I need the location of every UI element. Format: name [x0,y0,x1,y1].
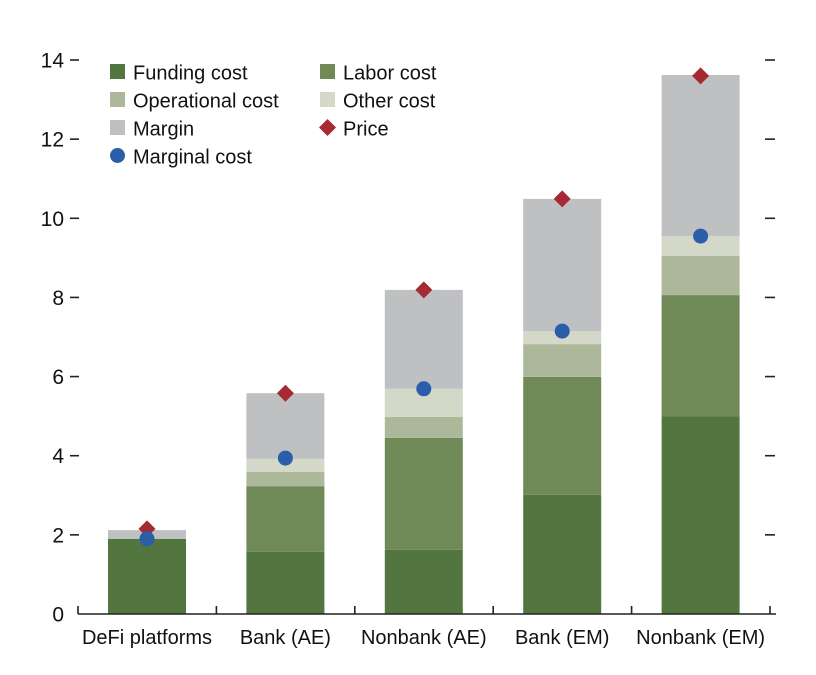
bar-segment-operational-cost [523,344,602,377]
x-tick-label: Nonbank (AE) [361,627,487,649]
markers-layer [138,67,710,547]
x-tick-label: Bank (AE) [240,627,331,649]
legend-label: Other cost [343,91,436,113]
bar-segment-labor-cost [246,486,325,552]
y-tick-label: 10 [41,208,64,231]
y-tick-label: 8 [52,287,64,310]
bar-segment-operational-cost [384,416,463,438]
bar-segment-funding-cost [246,551,325,614]
bar-group-bank-em [523,198,602,614]
x-tick-label: Nonbank (EM) [636,627,765,649]
legend-swatch [320,92,335,107]
bar-segment-funding-cost [523,494,602,614]
legend-swatch [320,64,335,79]
bar-segment-labor-cost [661,295,740,417]
price-point [415,281,433,299]
legend-item-funding-cost: Funding cost [110,63,248,85]
marginal-cost-point [554,323,570,339]
marginal-cost-point [693,228,709,244]
legend-label: Funding cost [133,63,248,85]
y-tick-label: 6 [52,366,64,389]
bar-group-nonbank-ae [384,289,463,614]
y-tick-label: 12 [41,129,64,152]
legend-item-margin: Margin [110,119,194,141]
bar-segment-funding-cost [384,549,463,614]
y-tick-label: 2 [52,524,64,547]
bar-segment-margin [384,289,463,389]
axes-layer: DeFi platforms Bank (AE) Nonbank (AE) Bank … [41,50,776,649]
x-tick-label: DeFi platforms [82,627,212,649]
legend-item-operational-cost: Operational cost [110,91,279,113]
bar-segment-labor-cost [384,437,463,550]
legend-swatch [110,64,125,79]
legend-item-price: Price [319,119,389,141]
legend-label: Operational cost [133,91,279,113]
legend-circle-icon [110,148,125,163]
legend-item-labor-cost: Labor cost [320,63,437,85]
legend-swatch [110,120,125,135]
bars-layer [108,75,740,614]
bar-group-nonbank-em [661,75,740,614]
bar-segment-operational-cost [661,255,740,296]
bar-segment-margin [246,393,325,459]
bar-segment-funding-cost [661,416,740,614]
bar-segment-funding-cost [108,538,186,614]
bar-group-bank-ae [246,393,325,614]
x-tick-label: Bank (EM) [515,627,609,649]
legend-swatch [110,92,125,107]
y-tick-label: 4 [52,445,64,468]
marginal-cost-point [139,531,155,547]
legend-label: Marginal cost [133,147,252,169]
bar-segment-labor-cost [523,377,602,495]
bar-segment-margin [523,198,602,332]
legend: Funding cost Labor cost Operational cost Ot… [110,63,437,169]
price-point [692,67,710,85]
legend-item-other-cost: Other cost [320,91,436,113]
marginal-cost-point [277,450,293,466]
bar-segment-operational-cost [246,471,325,487]
price-point [276,384,294,402]
bar-segment-margin [661,75,740,237]
bar-segment-other-cost [661,236,740,256]
legend-diamond-icon [319,119,336,136]
y-tick-label: 14 [41,50,65,73]
legend-item-marginal-cost: Marginal cost [110,147,252,169]
legend-label: Price [343,119,389,141]
y-tick-label: 0 [52,604,64,627]
legend-label: Margin [133,119,194,141]
price-point [553,190,571,208]
marginal-cost-point [416,381,432,397]
legend-label: Labor cost [343,63,437,85]
